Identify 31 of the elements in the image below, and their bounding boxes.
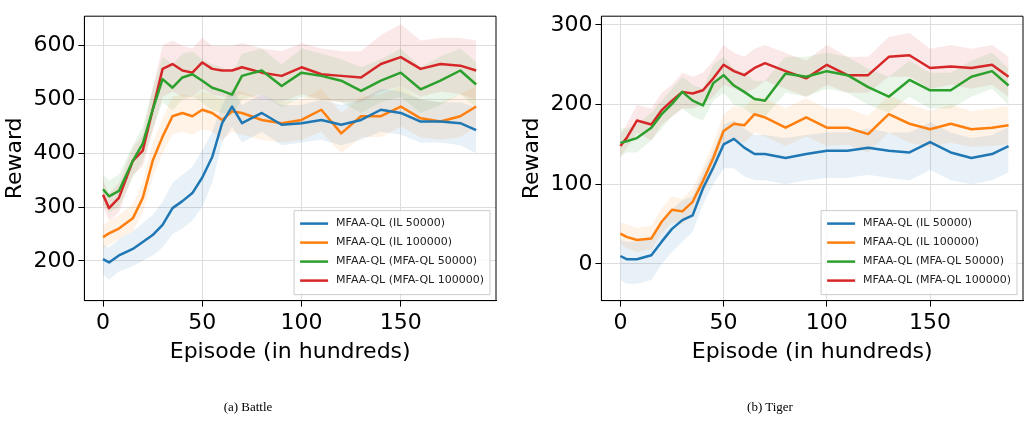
y-tick-label: 200	[33, 246, 76, 272]
legend-label: MFAA-QL (MFA-QL 50000)	[336, 254, 478, 268]
legend-label: MFAA-QL (IL 100000)	[863, 235, 980, 249]
x-tick-label: 50	[188, 308, 217, 334]
y-tick-label: 200	[550, 90, 593, 116]
y-tick-label: 300	[33, 192, 76, 218]
x-tick-label: 50	[709, 308, 738, 334]
y-tick-label: 300	[550, 10, 593, 36]
y-tick-label: 100	[550, 170, 593, 196]
x-tick-label: 100	[280, 308, 323, 334]
x-tick-label: 0	[613, 308, 628, 334]
y-tick-label: 600	[33, 31, 76, 57]
x-tick-label: 0	[96, 308, 111, 334]
y-tick-label: 0	[578, 249, 593, 275]
legend-label: MFAA-QL (IL 100000)	[336, 235, 453, 249]
y-tick-label: 400	[33, 139, 76, 165]
text: (a) Battle	[223, 398, 273, 414]
y-tick-label: 500	[33, 85, 76, 111]
y-axis-title: Reward	[0, 117, 26, 200]
x-tick-label: 150	[379, 308, 422, 334]
x-axis-title: Episode (in hundreds)	[169, 337, 411, 363]
legend-label: MFAA-QL (MFA-QL 100000)	[336, 273, 485, 287]
x-tick-label: 100	[805, 308, 848, 334]
y-axis-title: Reward	[517, 117, 543, 200]
legend-label: MFAA-QL (IL 50000)	[863, 216, 973, 230]
legend-label: MFAA-QL (MFA-QL 50000)	[863, 254, 1005, 268]
legend-label: MFAA-QL (MFA-QL 100000)	[863, 273, 1012, 287]
legend-label: MFAA-QL (IL 50000)	[336, 216, 446, 230]
text: (b) Tiger	[747, 398, 794, 414]
x-tick-label: 150	[909, 308, 952, 334]
x-axis-title: Episode (in hundreds)	[691, 337, 933, 363]
